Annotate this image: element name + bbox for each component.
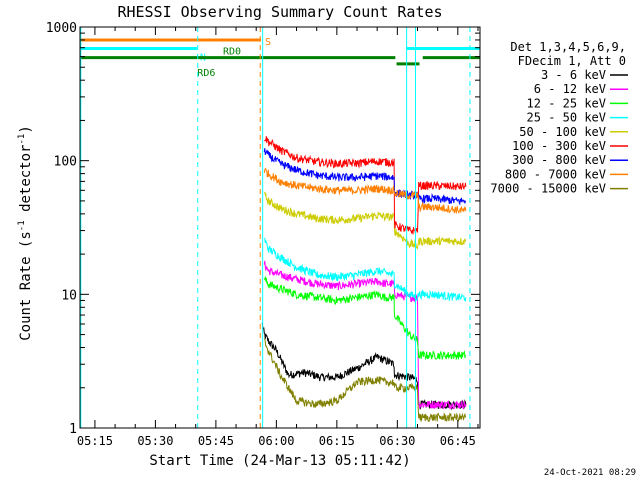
flag-label: S (265, 37, 271, 48)
y-label-part-1: Count Rate (s (18, 231, 34, 341)
legend-label: 300 - 800 keV (512, 153, 606, 167)
legend-header-1: Det 1,3,4,5,6,9, (510, 40, 626, 54)
axes-layer: 05:15 05:30 05:45 06:00 06:15 06:30 06:45 1 10 10… (46, 21, 481, 448)
plot-frame (79, 26, 481, 429)
footer-timestamp: 24-Oct-2021 08:29 (544, 468, 636, 478)
chart-title: RHESSI Observing Summary Count Rates (117, 3, 442, 21)
x-tick-label: 05:15 (77, 434, 113, 448)
series-layer (261, 136, 467, 423)
y-tick-label: 10 (61, 288, 77, 303)
series-line (263, 260, 467, 410)
legend-label: 25 - 50 keV (527, 111, 606, 125)
legend-label: 50 - 100 keV (519, 125, 606, 139)
x-tick-label: 06:30 (379, 434, 415, 448)
y-tick-label: 1000 (46, 21, 77, 36)
series-line (263, 136, 467, 235)
legend-label: 6 - 12 keV (534, 82, 606, 96)
series-line (263, 148, 467, 206)
vline-layer (80, 27, 471, 428)
x-axis-label: Start Time (24-Mar-13 05:11:42) (149, 453, 410, 469)
legend-label: 100 - 300 keV (512, 139, 606, 153)
y-label-sup-2: -1 (17, 134, 27, 145)
plot-area (80, 27, 480, 428)
y-label-part-3: ) (18, 125, 34, 133)
x-tick-label: 06:00 (258, 434, 294, 448)
series-line (263, 338, 467, 423)
series-line (263, 237, 467, 303)
series-line (263, 167, 467, 214)
y-label-part-2: detector (18, 145, 34, 221)
x-tick-label: 05:30 (137, 434, 173, 448)
legend-header-2: FDecim 1, Att 0 (518, 54, 626, 68)
flag-layer: SNRD0RD6 (80, 37, 480, 79)
x-tick-label: 06:15 (319, 434, 355, 448)
legend-label: 7000 - 15000 keV (490, 182, 606, 196)
series-line (263, 191, 466, 250)
flag-label: RD6 (197, 68, 215, 79)
y-tick-label: 1 (69, 422, 77, 437)
legend-label: 800 - 7000 keV (505, 167, 606, 181)
y-label-sup-1: -1 (17, 220, 27, 231)
flag-label: RD0 (223, 47, 241, 58)
plot-background (80, 27, 480, 428)
y-axis-label: Count Rate (s-1 detector-1) (17, 125, 34, 341)
x-tick-label: 05:45 (198, 434, 234, 448)
x-tick-label: 06:45 (440, 434, 476, 448)
legend-label: 12 - 25 keV (527, 96, 606, 110)
legend-label: 3 - 6 keV (541, 68, 606, 82)
legend: Det 1,3,4,5,6,9, FDecim 1, Att 0 3 - 6 k… (490, 40, 628, 196)
y-tick-label: 100 (54, 155, 77, 170)
series-line (263, 275, 467, 361)
